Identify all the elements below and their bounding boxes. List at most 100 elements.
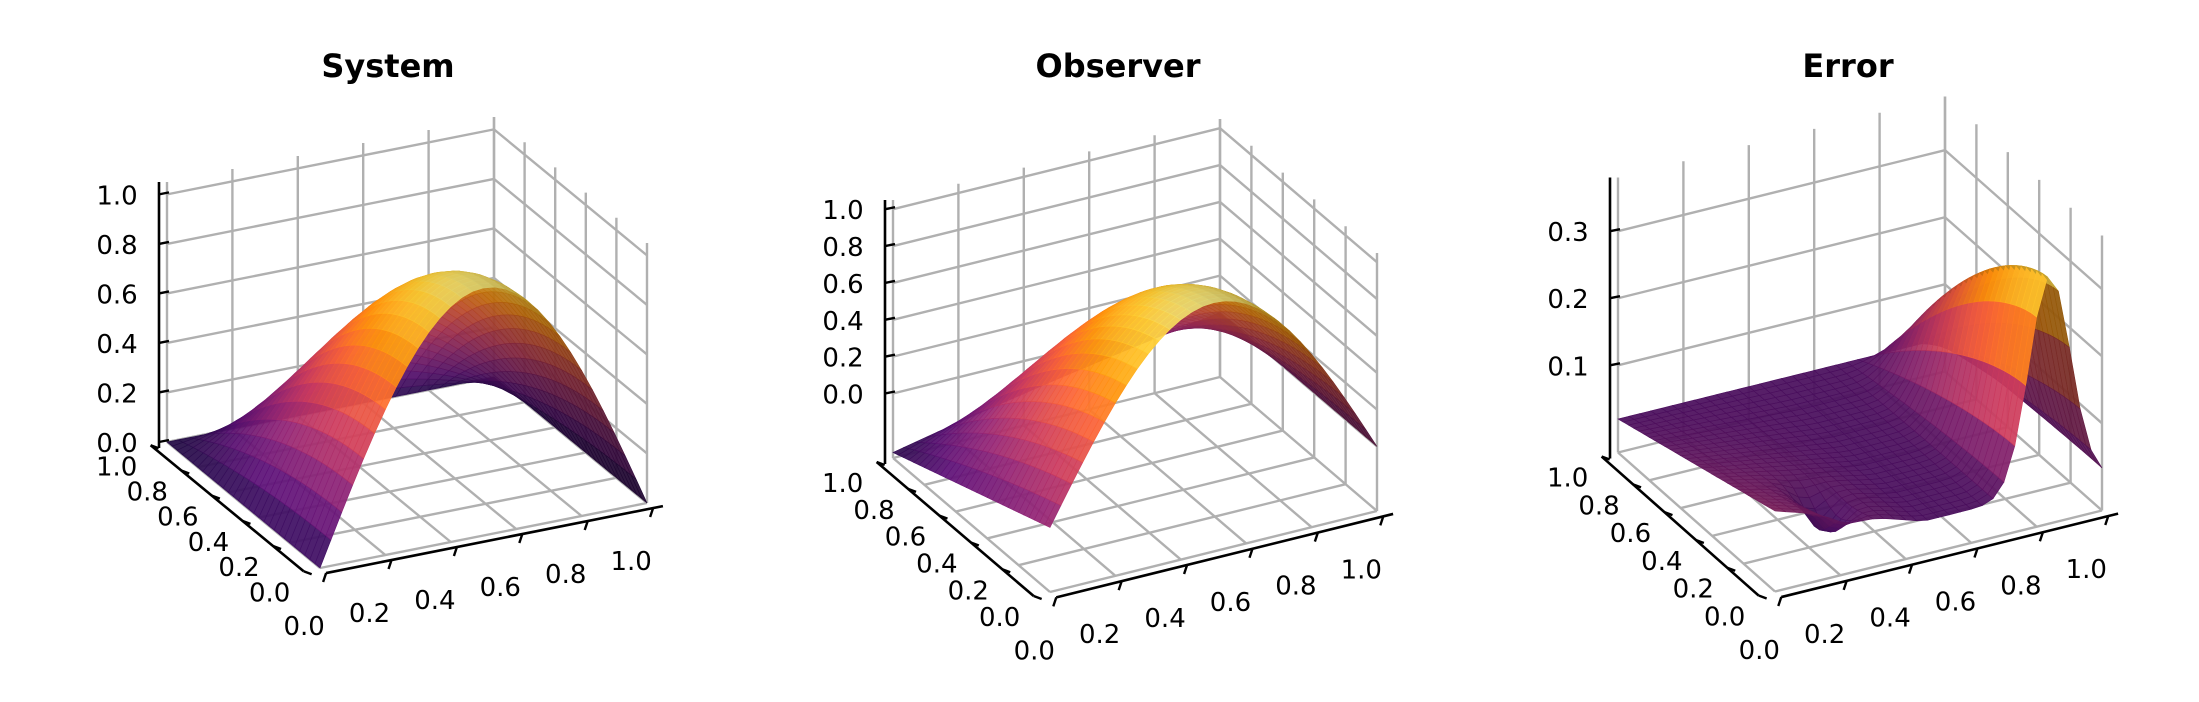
y-tick-mark: [1664, 511, 1673, 517]
grid-line-floor-y: [289, 476, 617, 544]
y-tick-mark: [1758, 594, 1768, 600]
y-tick-mark: [939, 514, 948, 520]
y-tick-label: 0.0: [1704, 603, 1745, 633]
x-tick-mark: [1117, 580, 1123, 591]
x-tick-mark: [1182, 564, 1189, 575]
y-tick-label: 0.6: [157, 503, 198, 533]
y-tick-label: 0.2: [1673, 575, 1714, 605]
x-tick-mark: [1777, 596, 1783, 607]
z-tick-label: 0.0: [822, 381, 863, 411]
grid-line-floor-x: [892, 457, 1051, 593]
grid-line-z: [1617, 148, 1946, 233]
z-tick-mark: [884, 206, 896, 211]
axes-observer: 0.00.20.40.60.81.00.00.20.40.60.81.00.00…: [822, 196, 1394, 666]
grid-line-z: [1219, 237, 1378, 374]
x-tick-mark: [452, 546, 459, 557]
x-axis-line: [325, 504, 664, 575]
z-tick-mark: [1609, 227, 1621, 233]
z-tick-mark: [884, 279, 896, 285]
y-tick-label: 0.8: [853, 496, 894, 526]
y-tick-label: 0.0: [979, 603, 1020, 633]
surface-facet: [1360, 425, 1378, 447]
x-tick-mark: [387, 559, 393, 570]
y-tick-label: 0.4: [916, 549, 957, 579]
x-tick-mark: [1248, 548, 1254, 559]
z-tick-mark: [1609, 295, 1621, 300]
grid-line-z: [493, 227, 648, 356]
z-tick-label: 0.2: [822, 344, 863, 374]
x-tick-mark: [648, 507, 655, 518]
z-tick-label: 0.6: [822, 270, 863, 300]
x-tick-label: 0.4: [1869, 604, 1910, 634]
grid-line-z: [892, 163, 1221, 248]
y-tick-mark: [303, 570, 313, 576]
y-tick-mark: [150, 444, 160, 450]
z-tick-mark: [884, 390, 896, 395]
x-tick-label: 0.4: [414, 586, 455, 616]
grid-line-z: [1219, 201, 1378, 337]
z-tick-mark: [158, 339, 170, 345]
x-tick-label: 0.8: [1275, 572, 1316, 602]
y-tick-label: 0.2: [218, 553, 259, 583]
x-axis-line: [1780, 512, 2119, 599]
z-tick-label: 0.6: [96, 280, 137, 310]
y-tick-label: 0.6: [885, 523, 926, 553]
x-tick-mark: [583, 520, 589, 531]
y-tick-mark: [1632, 483, 1642, 489]
x-tick-label: 0.2: [1079, 620, 1120, 650]
grid-line-floor-y: [1018, 483, 1346, 567]
panel-error: Error 0.00.20.40.60.81.00.00.20.40.60.81…: [1547, 47, 2119, 666]
y-tick-label: 0.0: [249, 578, 290, 608]
y-tick-mark: [242, 519, 251, 525]
grid-line-z: [493, 177, 648, 306]
z-tick-mark: [158, 438, 170, 444]
surface-error: [1617, 265, 2103, 533]
z-tick-mark: [884, 316, 896, 321]
y-tick-label: 1.0: [96, 452, 137, 482]
grid-line-z: [166, 227, 495, 295]
grid-line-floor-x: [1617, 451, 1776, 593]
x-tick-label: 1.0: [610, 547, 651, 577]
y-tick-mark: [1033, 594, 1043, 601]
grid-line-z: [1944, 149, 2103, 291]
grid-line-floor-y: [1049, 509, 1378, 594]
y-tick-label: 1.0: [822, 469, 863, 499]
x-tick-label: 0.6: [480, 573, 521, 603]
x-tick-label: 0.2: [1804, 620, 1845, 650]
y-tick-mark: [180, 469, 190, 475]
grid-line-z: [493, 128, 648, 257]
surface-facet: [630, 474, 648, 504]
y-tick-label: 0.6: [1610, 519, 1651, 549]
y-tick-label: 1.0: [1547, 464, 1588, 494]
panel-title-system: System: [321, 47, 454, 85]
z-tick-mark: [158, 240, 170, 246]
panel-system: System 0.0 0.2 0.4 0.6 0.8 1.00.00.20.40.60.8…: [96, 47, 664, 642]
z-tick-label: 0.4: [96, 330, 137, 360]
grid-line-z: [892, 200, 1221, 285]
z-tick-label: 1.0: [822, 196, 863, 226]
y-tick-mark: [211, 494, 221, 500]
grid-line-floor-x: [1219, 376, 1378, 512]
y-axis-line: [1600, 455, 1760, 597]
z-tick-label: 0.3: [1547, 218, 1588, 248]
grid-line-floor-y: [1774, 509, 2103, 593]
z-tick-mark: [884, 353, 896, 358]
y-axis-line: [875, 461, 1035, 598]
grid-line-floor-x: [1088, 408, 1247, 545]
z-tick-label: 0.0: [96, 429, 137, 459]
x-tick-label: 0.0: [283, 612, 324, 642]
grid-line-z: [1617, 216, 1946, 300]
y-tick-mark: [970, 541, 980, 547]
grid-line-z: [1617, 283, 1946, 367]
x-tick-label: 1.0: [2066, 555, 2107, 585]
y-tick-label: 0.4: [188, 528, 229, 558]
x-tick-mark: [1313, 532, 1320, 542]
z-tick-label: 0.8: [96, 231, 137, 261]
y-tick-mark: [1726, 566, 1736, 572]
x-tick-label: 0.6: [1210, 588, 1251, 618]
surface-observer: [892, 283, 1378, 528]
y-tick-mark: [1695, 538, 1705, 545]
grid-line-floor-y: [1743, 481, 2071, 565]
x-tick-mark: [1842, 580, 1848, 591]
